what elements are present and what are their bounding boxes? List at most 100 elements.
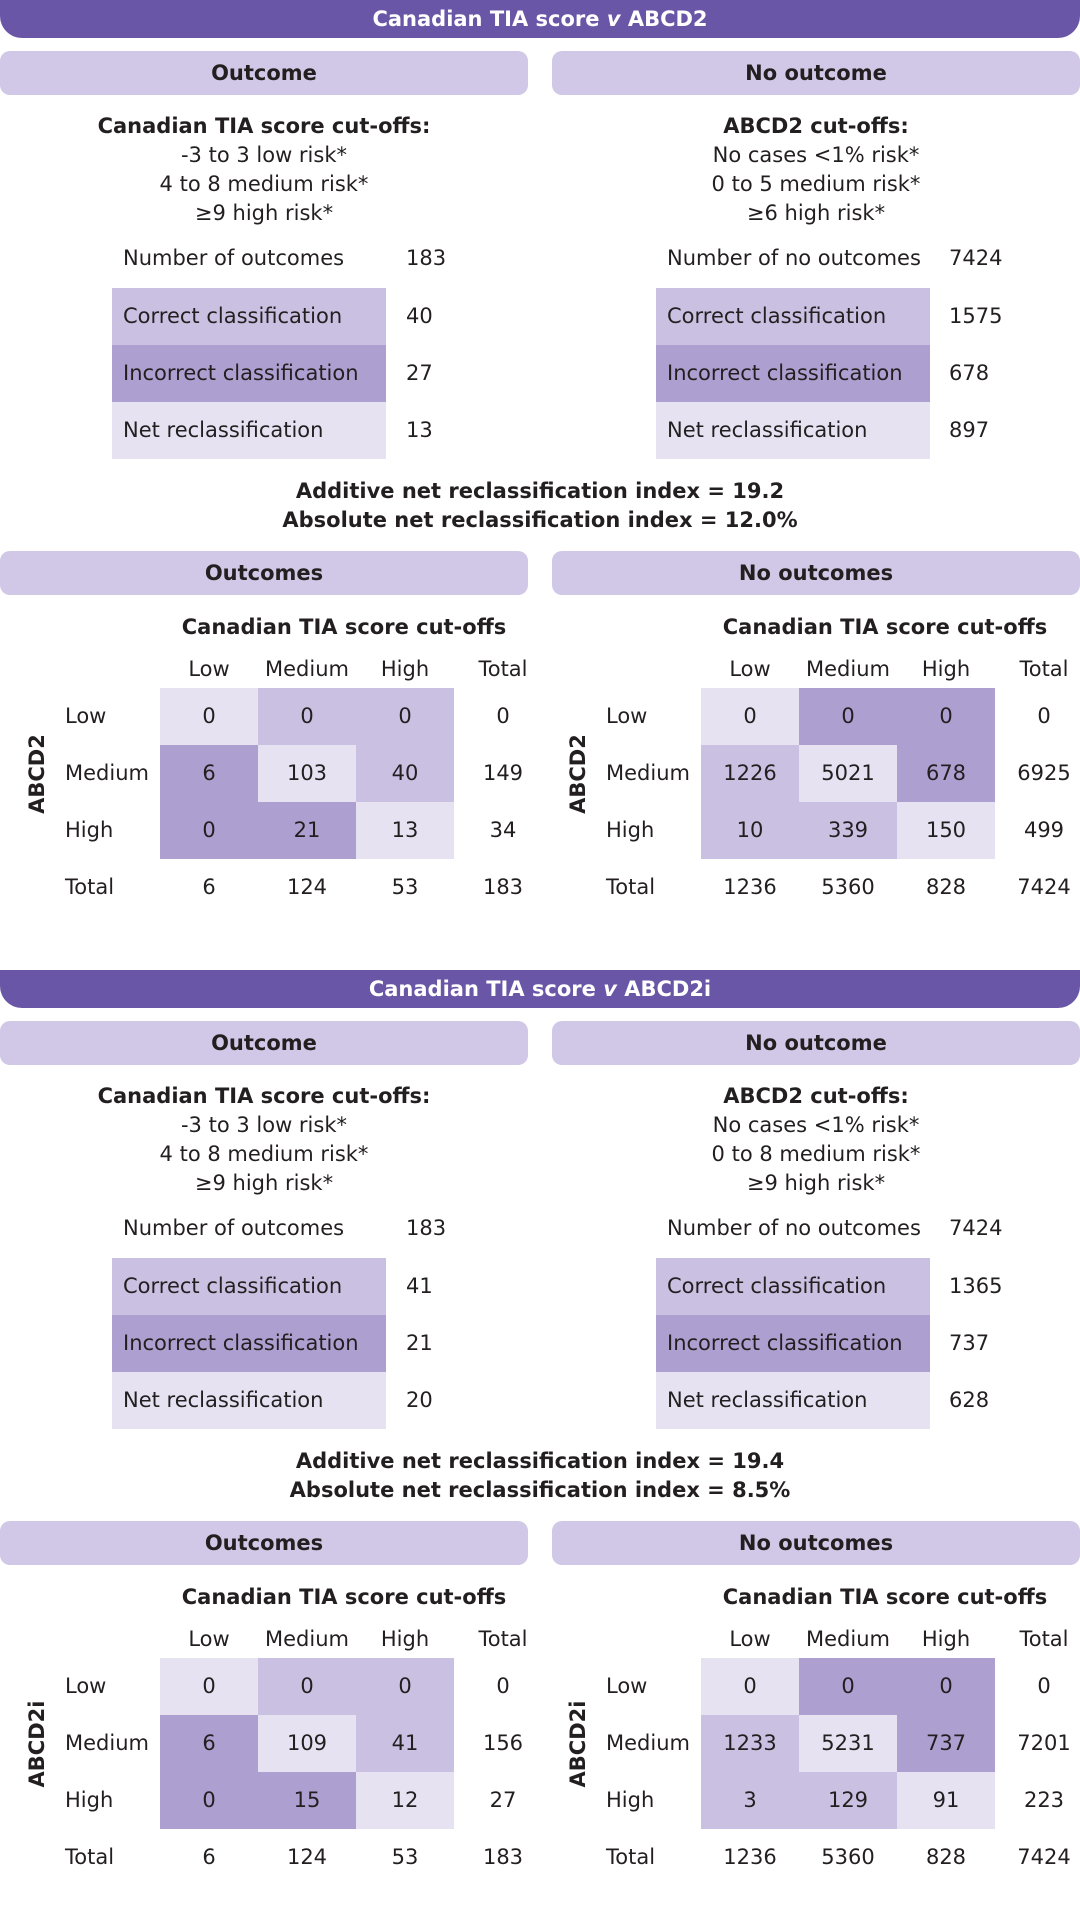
table-cell: 6 [160, 745, 258, 802]
table-cell: 0 [356, 688, 454, 745]
right-incorrect-classification-label: Incorrect classification [656, 345, 930, 402]
table-cell: 15 [258, 1772, 356, 1829]
table-cell: 0 [160, 688, 258, 745]
col-header: Low [729, 657, 771, 681]
right-net-reclassification-label: Net reclassification [656, 402, 930, 459]
absolute-nri: Absolute net reclassification index = 12… [282, 508, 798, 532]
left-number-of-outcomes-label: Number of outcomes [123, 1216, 345, 1240]
right-correct-classification-label: Correct classification [656, 288, 930, 345]
total-label: Total [65, 875, 115, 899]
left-cutoff-line: ≥9 high risk* [194, 1171, 334, 1195]
left-cutoffs: Canadian TIA score cut-offs: -3 to 3 low … [14, 1082, 514, 1198]
row-variable-label: ABCD2i [566, 1700, 590, 1788]
outcome-header: Outcome [0, 51, 528, 95]
left-number-of-outcomes-label: Number of outcomes [123, 246, 345, 270]
table-cell: 0 [701, 1658, 799, 1715]
row-total: 0 [496, 1674, 510, 1698]
row-header: Medium [606, 1731, 690, 1755]
table-cell: 3 [701, 1772, 799, 1829]
col-header: Medium [265, 1627, 349, 1651]
col-header: High [380, 1627, 430, 1651]
column-total: 124 [286, 875, 328, 899]
table-cell: 150 [897, 802, 995, 859]
column-total: 53 [391, 1845, 419, 1869]
col-header: High [921, 657, 971, 681]
col-header: Low [188, 657, 230, 681]
table-cell: 1226 [701, 745, 799, 802]
table-cell: 40 [356, 745, 454, 802]
table-cell: 0 [258, 1658, 356, 1715]
outcomes-header: Outcomes [0, 551, 528, 595]
col-header: Total [478, 1627, 528, 1651]
right-incorrect-classification-value: 678 [949, 361, 990, 385]
section-1: Canadian TIA score v ABCD2 Outcome No outc… [0, 0, 1080, 935]
right-correct-classification-label: Correct classification [656, 1258, 930, 1315]
left-correct-classification-value: 40 [406, 304, 433, 328]
column-total: 7424 [1017, 875, 1071, 899]
row-header: Low [606, 704, 648, 728]
right-correct-classification-value: 1575 [949, 304, 1003, 328]
total-label: Total [606, 875, 656, 899]
row-header: Low [65, 704, 107, 728]
right-cutoff-line: 0 to 8 medium risk* [711, 1142, 921, 1166]
section-title: Canadian TIA score v ABCD2 [0, 0, 1080, 38]
table-cell: 0 [356, 1658, 454, 1715]
table-2-title: Canadian TIA score cut-offs [722, 615, 1048, 639]
section-title-pre: Canadian TIA score [372, 7, 607, 31]
row-total: 156 [482, 1731, 524, 1755]
right-cutoff-line: ≥9 high risk* [746, 1171, 886, 1195]
column-total: 124 [286, 1845, 328, 1869]
table-cell: 0 [160, 802, 258, 859]
right-cutoffs: ABCD2 cut-offs: No cases <1% risk* 0 to 8 … [566, 1082, 1066, 1198]
right-cutoff-line: No cases <1% risk* [712, 1113, 920, 1137]
right-cutoff-line: 0 to 5 medium risk* [711, 172, 921, 196]
column-total: 183 [482, 1845, 524, 1869]
left-net-reclassification-value: 13 [406, 418, 433, 442]
table-cell: 0 [897, 1658, 995, 1715]
row-header: Medium [606, 761, 690, 785]
column-total: 828 [925, 875, 967, 899]
left-correct-classification-label: Correct classification [112, 1258, 386, 1315]
outcomes-header: Outcomes [0, 1521, 528, 1565]
table-cell: 91 [897, 1772, 995, 1829]
right-cutoff-line: No cases <1% risk* [712, 143, 920, 167]
table-cell: 5231 [799, 1715, 897, 1772]
table-cell: 6 [160, 1715, 258, 1772]
section-title-v: v [606, 7, 621, 31]
column-total: 53 [391, 875, 419, 899]
table-2-title: Canadian TIA score cut-offs [722, 1585, 1048, 1609]
right-correct-classification-value: 1365 [949, 1274, 1003, 1298]
row-header: Low [606, 1674, 648, 1698]
row-total: 499 [1023, 818, 1065, 842]
left-incorrect-classification-label: Incorrect classification [112, 1315, 386, 1372]
right-number-of-outcomes-label: Number of no outcomes [667, 246, 921, 270]
left-cutoff-line: -3 to 3 low risk* [180, 143, 347, 167]
left-cutoff-line: -3 to 3 low risk* [180, 1113, 347, 1137]
total-label: Total [606, 1845, 656, 1869]
right-cutoffs-title: ABCD2 cut-offs: [723, 114, 909, 138]
section-title-pre: Canadian TIA score [368, 977, 604, 1001]
row-header: High [65, 818, 114, 842]
table-cell: 1233 [701, 1715, 799, 1772]
column-total: 7424 [1017, 1845, 1071, 1869]
left-number-of-outcomes-value: 183 [406, 246, 447, 270]
left-cutoffs-title: Canadian TIA score cut-offs: [97, 1084, 431, 1108]
table-cell: 0 [258, 688, 356, 745]
table-cell: 41 [356, 1715, 454, 1772]
table-cell: 5021 [799, 745, 897, 802]
table-cell: 0 [799, 1658, 897, 1715]
column-total: 183 [482, 875, 524, 899]
right-net-reclassification-value: 628 [949, 1388, 990, 1412]
row-total: 0 [1037, 704, 1051, 728]
section-title: Canadian TIA score v ABCD2i [0, 970, 1080, 1008]
table-cell: 737 [897, 1715, 995, 1772]
right-incorrect-classification-label: Incorrect classification [656, 1315, 930, 1372]
row-variable-label: ABCD2 [566, 734, 590, 814]
table-1-title: Canadian TIA score cut-offs [181, 615, 507, 639]
right-number-of-outcomes-value: 7424 [949, 246, 1003, 270]
table-cell: 0 [160, 1658, 258, 1715]
table-cell: 12 [356, 1772, 454, 1829]
row-total: 223 [1023, 1788, 1065, 1812]
left-net-reclassification-label: Net reclassification [112, 1372, 386, 1429]
col-header: Low [188, 1627, 230, 1651]
